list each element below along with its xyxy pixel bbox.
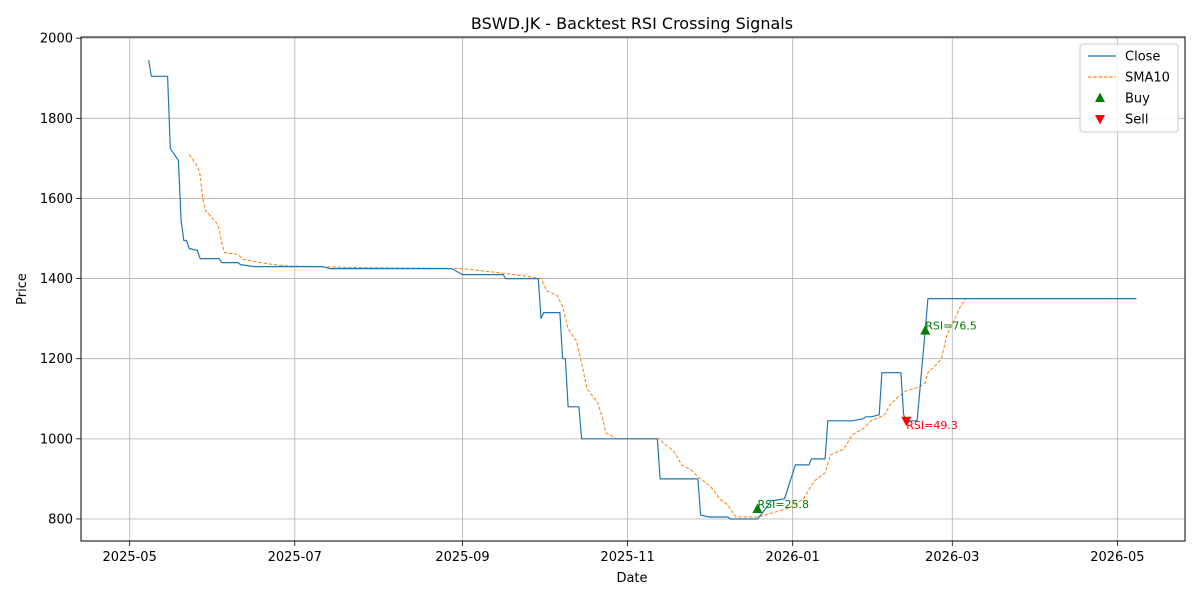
x-axis-label: Date	[616, 571, 647, 586]
x-tick-label: 2026-05	[1090, 550, 1144, 565]
legend: Close SMA10 Buy Sell	[1079, 43, 1179, 133]
series-layer	[148, 60, 1137, 520]
y-tick-label: 2000	[40, 32, 73, 47]
legend-box	[1079, 43, 1179, 133]
grid	[81, 37, 1185, 541]
y-tick-label: 1800	[40, 112, 73, 127]
signal-layer: RSI=25.8 RSI=49.3 RSI=76.5	[752, 320, 977, 513]
sell-signal-label: RSI=49.3	[906, 419, 958, 432]
legend-swatch	[1095, 115, 1105, 125]
close-series-line	[148, 60, 1137, 520]
legend-swatch	[1095, 92, 1105, 102]
y-tick-label: 800	[48, 512, 73, 527]
y-tick-label: 1200	[40, 352, 73, 367]
y-tick-label: 1000	[40, 432, 73, 447]
sell-signal-marker	[901, 416, 912, 427]
buy-signal-marker	[920, 325, 931, 335]
x-tick-label: 2025-11	[600, 550, 654, 565]
axis-ticks: 2025-05 2025-07 2025-09 2025-11 2026-01 2026-…	[40, 32, 1145, 565]
buy-signal-marker	[752, 503, 763, 513]
x-tick-label: 2025-05	[103, 550, 157, 565]
legend-label: Buy	[1125, 92, 1150, 107]
y-axis-label: Price	[15, 273, 30, 305]
sma10-series-line	[188, 154, 1137, 518]
buy-signal-label: RSI=76.5	[925, 320, 977, 333]
legend-label: Sell	[1125, 113, 1148, 128]
y-tick-label: 1400	[40, 272, 73, 287]
chart-title: BSWD.JK - Backtest RSI Crossing Signals	[471, 14, 793, 33]
x-tick-label: 2026-01	[765, 550, 819, 565]
legend-label: Close	[1125, 50, 1160, 65]
legend-label: SMA10	[1125, 71, 1170, 86]
plot-frame	[80, 36, 1186, 542]
buy-signal-label: RSI=25.8	[757, 498, 809, 511]
x-tick-label: 2025-09	[435, 550, 489, 565]
x-tick-label: 2026-03	[925, 550, 979, 565]
x-tick-label: 2025-07	[268, 550, 322, 565]
y-tick-label: 1600	[40, 192, 73, 207]
